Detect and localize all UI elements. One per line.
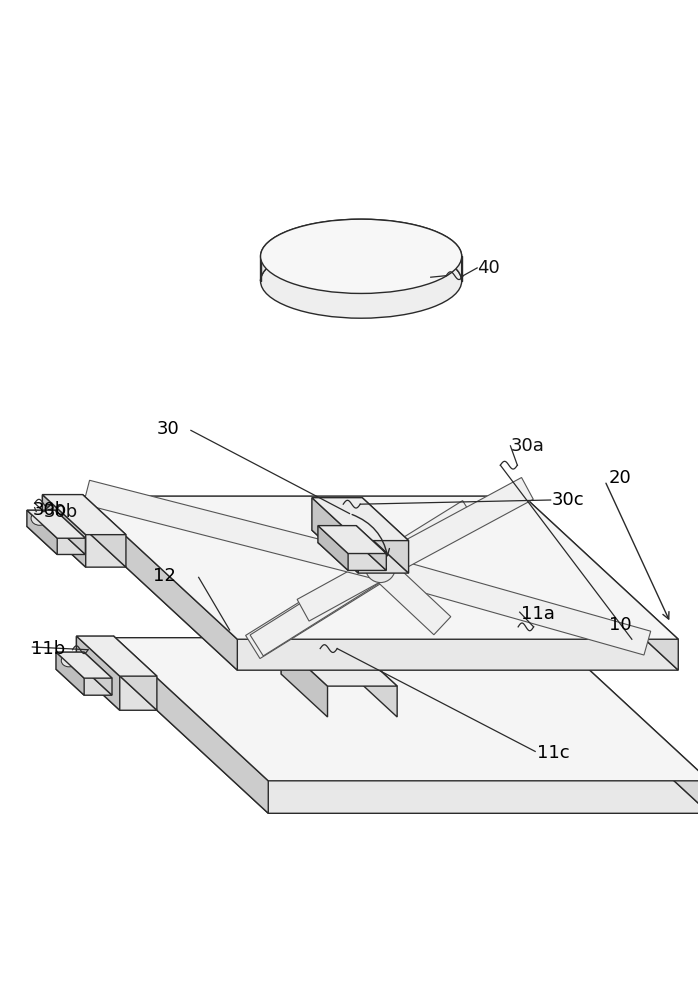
Polygon shape — [82, 496, 524, 527]
Polygon shape — [375, 478, 533, 579]
Polygon shape — [82, 496, 678, 639]
Polygon shape — [281, 674, 397, 717]
Polygon shape — [27, 510, 57, 554]
Polygon shape — [55, 510, 85, 554]
Polygon shape — [318, 526, 387, 554]
Text: 11c: 11c — [537, 744, 569, 762]
Polygon shape — [82, 496, 238, 670]
Polygon shape — [83, 480, 384, 580]
Polygon shape — [82, 527, 678, 670]
Text: 30b: 30b — [44, 503, 78, 521]
Polygon shape — [297, 557, 387, 621]
Text: 12: 12 — [152, 567, 175, 585]
Polygon shape — [351, 643, 397, 717]
Polygon shape — [113, 638, 554, 670]
Polygon shape — [312, 498, 359, 573]
Polygon shape — [27, 526, 85, 554]
Polygon shape — [43, 495, 82, 527]
Text: 11a: 11a — [521, 605, 555, 623]
Text: 30c: 30c — [552, 491, 585, 509]
Text: 30b: 30b — [32, 501, 66, 519]
Polygon shape — [554, 638, 699, 813]
Ellipse shape — [261, 219, 461, 293]
Polygon shape — [82, 495, 126, 567]
Polygon shape — [356, 526, 387, 570]
Text: 30a: 30a — [510, 437, 545, 455]
Polygon shape — [56, 652, 84, 695]
Circle shape — [366, 553, 396, 583]
Polygon shape — [27, 510, 55, 526]
Polygon shape — [56, 652, 112, 678]
Polygon shape — [261, 219, 461, 281]
Polygon shape — [56, 669, 112, 695]
Polygon shape — [362, 498, 409, 573]
Polygon shape — [372, 559, 451, 635]
Polygon shape — [76, 636, 113, 670]
Polygon shape — [250, 557, 387, 656]
Polygon shape — [43, 527, 126, 567]
Polygon shape — [113, 670, 699, 813]
Polygon shape — [312, 498, 362, 530]
Polygon shape — [76, 670, 157, 710]
Polygon shape — [312, 498, 409, 541]
Polygon shape — [27, 510, 85, 538]
Ellipse shape — [31, 511, 48, 525]
Ellipse shape — [500, 625, 524, 642]
Polygon shape — [84, 652, 112, 695]
Polygon shape — [281, 643, 397, 686]
Polygon shape — [43, 495, 126, 535]
Polygon shape — [318, 526, 356, 543]
Polygon shape — [245, 501, 477, 659]
Polygon shape — [76, 636, 120, 710]
Text: 10: 10 — [609, 616, 631, 634]
Polygon shape — [318, 526, 348, 570]
Text: 11b: 11b — [31, 640, 65, 658]
Polygon shape — [281, 643, 328, 717]
Polygon shape — [312, 530, 409, 573]
Text: 40: 40 — [477, 259, 500, 277]
Polygon shape — [76, 636, 157, 676]
Polygon shape — [318, 543, 387, 570]
Polygon shape — [43, 495, 86, 567]
Polygon shape — [113, 638, 699, 781]
Ellipse shape — [297, 642, 328, 663]
Polygon shape — [113, 638, 268, 813]
Text: 30: 30 — [157, 420, 180, 438]
Polygon shape — [377, 556, 651, 655]
Text: 20: 20 — [609, 469, 631, 487]
Polygon shape — [281, 643, 351, 674]
Ellipse shape — [62, 654, 77, 667]
Ellipse shape — [261, 244, 461, 318]
Polygon shape — [56, 652, 84, 669]
Polygon shape — [524, 496, 678, 670]
Polygon shape — [113, 636, 157, 710]
